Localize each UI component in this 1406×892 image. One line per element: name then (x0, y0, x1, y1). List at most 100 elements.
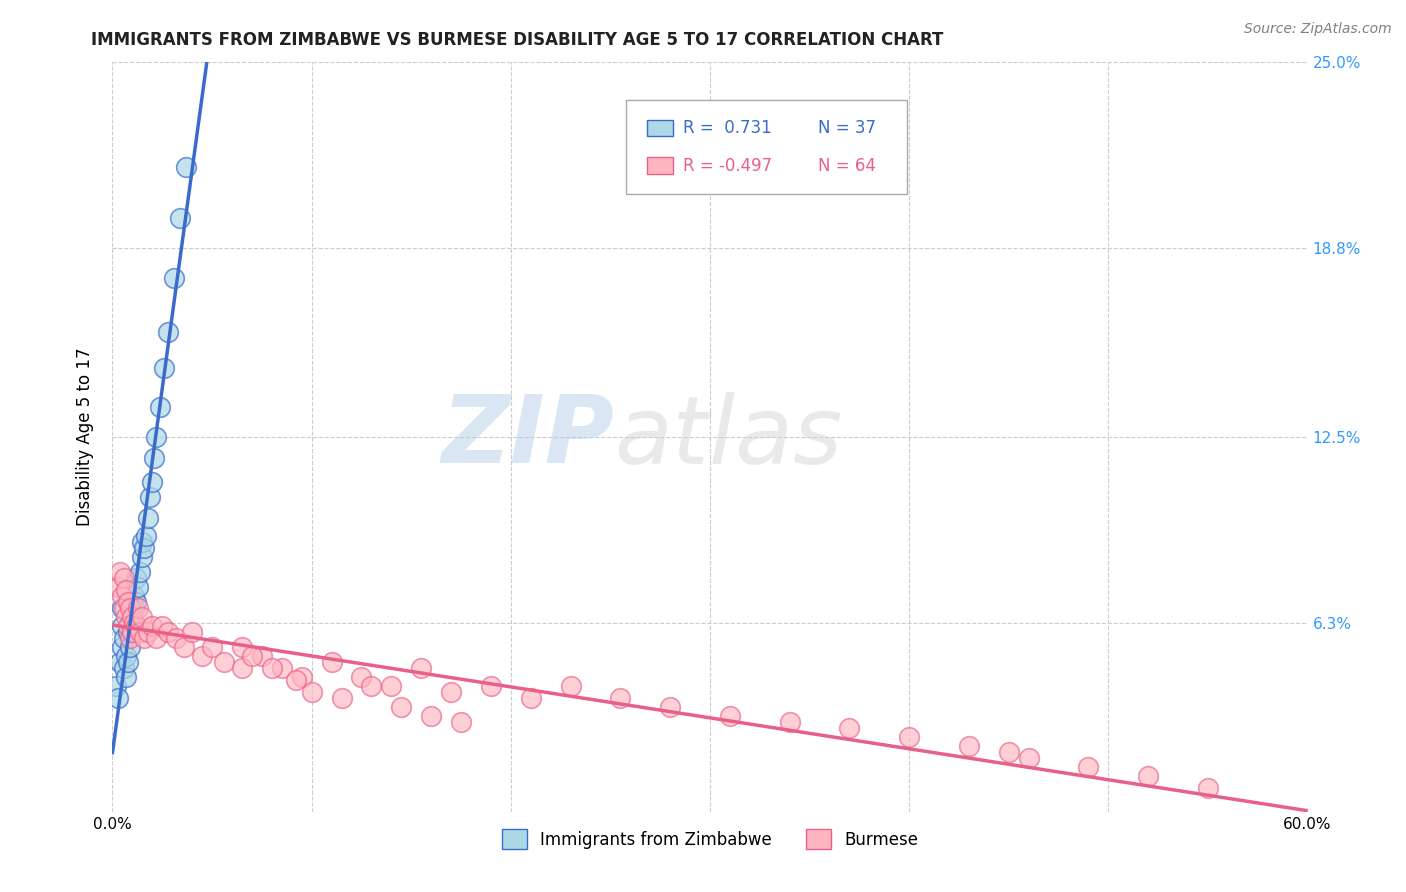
Point (157, 624, 180, 639)
Point (173, 640, 195, 654)
Point (389, 699, 412, 714)
Point (957, 739, 980, 753)
Point (143, 451, 166, 466)
Point (450, 714, 472, 729)
Point (779, 714, 801, 729)
Point (174, 161, 197, 175)
Point (165, 631, 187, 645)
Point (120, 631, 142, 645)
Point (284, 673, 307, 687)
Point (191, 648, 214, 663)
Point (157, 325, 180, 339)
Text: IMMIGRANTS FROM ZIMBABWE VS BURMESE DISABILITY AGE 5 TO 17 CORRELATION CHART: IMMIGRANTS FROM ZIMBABWE VS BURMESE DISA… (91, 31, 943, 49)
Point (163, 271, 186, 285)
Point (898, 730, 921, 744)
Point (270, 661, 292, 675)
Point (131, 610, 153, 624)
Point (111, 619, 134, 633)
Point (201, 640, 224, 654)
Point (134, 541, 156, 555)
Text: ZIP: ZIP (441, 391, 614, 483)
Point (145, 631, 167, 645)
Point (127, 601, 149, 615)
Point (107, 690, 129, 705)
Point (301, 685, 323, 699)
Point (150, 619, 173, 633)
Point (609, 690, 631, 705)
Point (110, 565, 132, 579)
Point (129, 624, 152, 639)
Point (131, 549, 153, 564)
Point (240, 648, 263, 663)
Point (114, 661, 135, 675)
Point (138, 511, 160, 525)
Bar (647, 158, 673, 174)
Point (440, 685, 463, 699)
Point (125, 619, 148, 633)
Point (153, 361, 176, 376)
Point (1077, 760, 1099, 774)
Point (124, 615, 146, 630)
Y-axis label: Disability Age 5 to 17: Disability Age 5 to 17 (76, 348, 94, 526)
Point (129, 565, 152, 579)
Text: R = -0.497: R = -0.497 (682, 157, 772, 175)
Point (115, 648, 138, 663)
Text: Source: ZipAtlas.com: Source: ZipAtlas.com (1244, 22, 1392, 37)
Point (117, 624, 139, 639)
Point (998, 745, 1021, 759)
Point (560, 679, 582, 693)
Point (838, 721, 860, 735)
Point (250, 648, 273, 663)
Point (111, 640, 134, 654)
Point (291, 670, 314, 684)
Point (141, 475, 163, 489)
Point (135, 529, 157, 543)
Point (350, 670, 373, 684)
Point (231, 661, 253, 675)
Point (479, 679, 502, 693)
Point (115, 670, 138, 684)
Point (125, 571, 148, 585)
Point (121, 610, 143, 624)
Point (420, 708, 443, 723)
Point (111, 589, 134, 603)
Point (124, 589, 146, 603)
Point (120, 640, 142, 654)
Point (321, 655, 343, 669)
Bar (647, 120, 673, 136)
Point (114, 571, 135, 585)
Point (117, 655, 139, 669)
Point (212, 655, 235, 669)
Point (330, 690, 353, 705)
Point (411, 661, 433, 675)
Point (380, 679, 402, 693)
Point (110, 655, 132, 669)
Text: atlas: atlas (614, 392, 842, 483)
Point (145, 430, 167, 444)
Point (114, 631, 135, 645)
Point (1018, 751, 1040, 765)
Point (138, 624, 160, 639)
Point (1197, 780, 1219, 795)
Point (139, 490, 162, 504)
Point (117, 619, 139, 633)
Legend: Immigrants from Zimbabwe, Burmese: Immigrants from Zimbabwe, Burmese (495, 822, 925, 855)
Point (121, 624, 143, 639)
Point (125, 595, 148, 609)
Point (105, 679, 128, 693)
Point (107, 580, 129, 594)
Point (231, 640, 253, 654)
Point (111, 601, 134, 615)
Text: R =  0.731: R = 0.731 (682, 119, 772, 136)
Point (117, 595, 139, 609)
FancyBboxPatch shape (627, 100, 907, 194)
Point (181, 624, 204, 639)
Point (149, 400, 172, 414)
Point (120, 601, 142, 615)
Point (1137, 769, 1160, 783)
Point (520, 690, 543, 705)
Point (115, 610, 138, 624)
Point (114, 601, 135, 615)
Point (120, 615, 142, 630)
Point (169, 211, 191, 226)
